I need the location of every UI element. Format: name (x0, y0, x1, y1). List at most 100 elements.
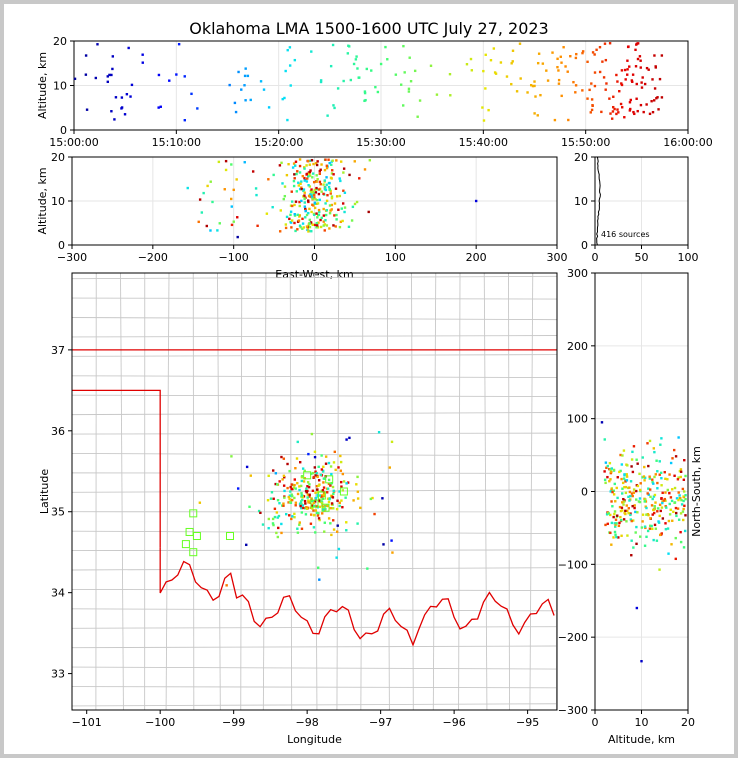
source-point (499, 61, 503, 64)
source-point (632, 519, 635, 522)
source-point (656, 510, 659, 513)
source-point (640, 86, 644, 89)
source-point (307, 230, 310, 233)
source-point (647, 464, 650, 468)
source-point (593, 84, 597, 88)
source-point (190, 92, 193, 96)
source-point (613, 482, 616, 486)
source-point (294, 160, 298, 163)
source-point (278, 502, 281, 505)
source-point (658, 568, 661, 571)
source-point (622, 518, 626, 521)
source-point (620, 534, 623, 537)
source-point (314, 197, 317, 201)
source-point (301, 227, 304, 230)
source-point (604, 58, 608, 62)
source-point (315, 163, 319, 167)
source-point (230, 455, 233, 458)
source-point (285, 173, 289, 177)
source-point (590, 98, 594, 101)
source-point (636, 511, 639, 514)
source-point (312, 162, 315, 166)
source-point (652, 482, 655, 485)
source-point (320, 489, 323, 493)
source-point (629, 98, 632, 102)
source-point (312, 501, 316, 505)
source-point (418, 99, 422, 102)
source-point (651, 513, 654, 516)
source-point (307, 199, 310, 202)
source-point (653, 493, 657, 497)
source-point (618, 505, 622, 509)
source-point (634, 531, 637, 534)
source-point (307, 200, 310, 204)
source-point (317, 484, 320, 487)
source-point (306, 177, 309, 180)
source-point (123, 113, 127, 116)
source-point (680, 498, 683, 502)
source-point (621, 501, 624, 504)
source-point (287, 162, 290, 166)
source-point (310, 497, 313, 500)
source-point (303, 477, 306, 480)
source-point (649, 495, 652, 499)
x-tick-label: 15:50:00 (561, 136, 610, 149)
source-point (631, 73, 635, 76)
source-point (381, 497, 384, 500)
source-point (295, 172, 298, 176)
source-point (546, 79, 550, 82)
source-point (636, 57, 640, 61)
source-point (209, 180, 212, 183)
source-point (640, 526, 644, 529)
source-point (330, 195, 334, 198)
source-point (338, 490, 341, 493)
source-point (591, 104, 594, 107)
source-point (609, 490, 612, 493)
source-point (313, 213, 316, 217)
county-line (360, 273, 364, 710)
county-line (432, 273, 437, 710)
source-point (347, 225, 351, 229)
source-point (313, 466, 317, 469)
source-point (670, 499, 674, 503)
source-point (334, 468, 337, 472)
source-point (342, 480, 346, 483)
source-point (663, 471, 666, 474)
source-point (632, 445, 636, 448)
source-point (643, 82, 647, 86)
source-point (125, 93, 129, 96)
source-point (317, 465, 320, 469)
source-point (641, 476, 644, 479)
source-point (324, 188, 328, 192)
county-line (72, 432, 557, 435)
source-point (644, 498, 647, 501)
source-point (603, 438, 606, 441)
source-point (320, 468, 324, 471)
source-point (673, 474, 676, 477)
source-point (620, 82, 623, 85)
source-point (628, 65, 631, 68)
source-point (356, 475, 359, 479)
source-point (290, 493, 293, 496)
source-point (616, 496, 619, 500)
source-point (306, 227, 310, 230)
x-tick-label: 15:10:00 (152, 136, 201, 149)
source-point (529, 83, 533, 87)
source-point (628, 101, 632, 104)
source-point (342, 79, 345, 83)
source-point (329, 522, 332, 525)
source-point (303, 469, 306, 473)
source-point (536, 61, 540, 65)
source-point (293, 496, 296, 500)
source-point (308, 207, 311, 211)
source-point (303, 176, 306, 180)
source-point (311, 500, 315, 503)
source-point (303, 194, 306, 197)
x-tick-label: 0 (592, 716, 599, 729)
source-point (598, 70, 602, 74)
source-point (605, 82, 608, 85)
source-point (645, 66, 649, 70)
source-point (331, 159, 334, 162)
source-point (309, 221, 313, 224)
y-tick-label: 10 (53, 80, 67, 93)
